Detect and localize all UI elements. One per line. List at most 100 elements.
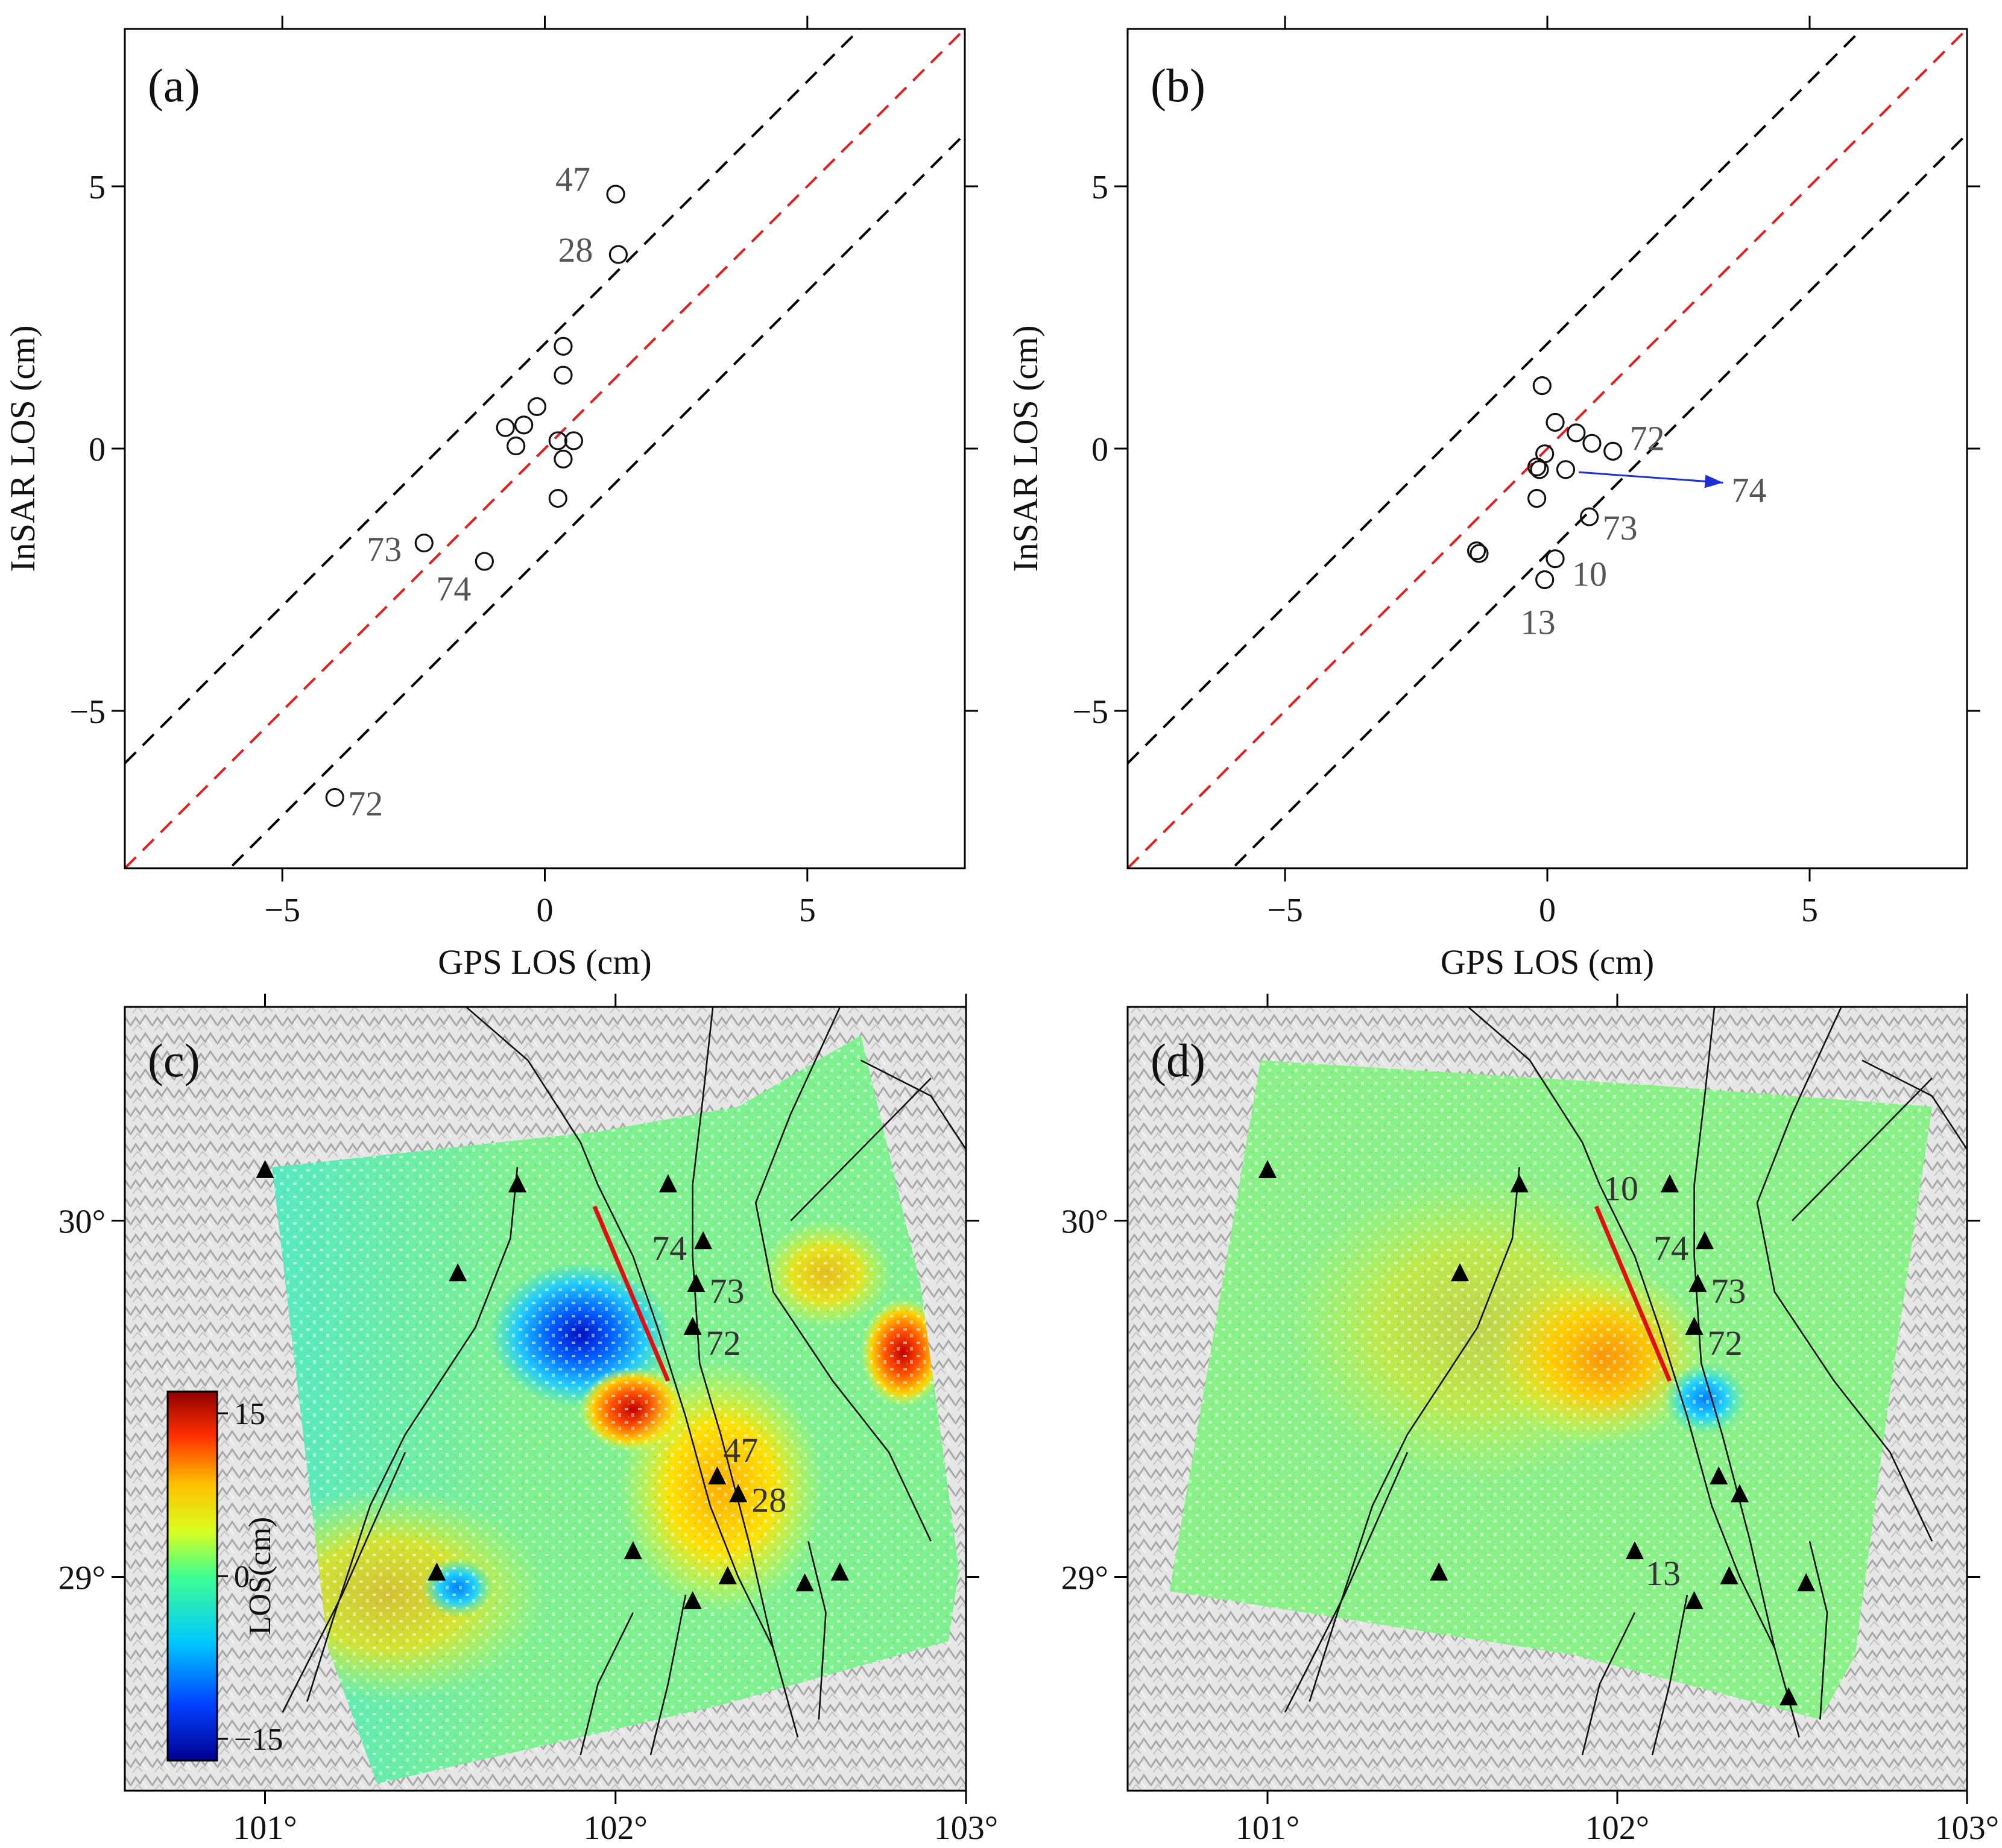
point-label: 73 xyxy=(367,530,402,569)
lon-tick-label: 101° xyxy=(233,1809,297,1847)
gps-station xyxy=(694,1231,713,1249)
y-tick-label: −5 xyxy=(69,693,106,731)
lon-tick-label: 103° xyxy=(1935,1809,1999,1847)
fault-trace xyxy=(1651,1594,1688,1756)
y-tick-label: 5 xyxy=(1091,169,1108,206)
fault-trace xyxy=(579,1612,634,1756)
fault-trace xyxy=(1309,1167,1520,1702)
gps-station xyxy=(683,1591,702,1609)
fault-trace xyxy=(649,1594,687,1756)
colorbar-title: LOS(cm) xyxy=(243,1517,277,1635)
rupture-trace xyxy=(1594,1205,1672,1382)
colorbar xyxy=(166,1390,218,1762)
point-label: 72 xyxy=(348,784,383,824)
bound-line xyxy=(228,133,965,868)
outlier-label: 74 xyxy=(1731,471,1766,510)
data-point xyxy=(514,415,534,435)
data-point xyxy=(507,437,526,456)
gps-station xyxy=(1451,1263,1469,1282)
point-label: 10 xyxy=(1572,555,1607,594)
data-point xyxy=(1527,489,1547,508)
data-point xyxy=(1467,541,1486,561)
fault-trace xyxy=(282,1452,406,1713)
x-tick-label: 0 xyxy=(537,892,554,929)
map-panel-d: 10 74 73 72 13 101° 102° 103° 29° 30° (d) xyxy=(1061,994,1999,1847)
data-point xyxy=(1546,549,1565,569)
data-point xyxy=(1580,507,1599,526)
gps-station xyxy=(1661,1174,1679,1193)
scatter-panel-b: −5 0 5 −5 0 5 GPS LOS (cm) InSAR LOS (cm) (b) 72 7… xyxy=(1006,16,1980,982)
data-point xyxy=(475,552,494,571)
data-point xyxy=(1535,444,1555,464)
gps-station xyxy=(1688,1273,1707,1292)
data-point xyxy=(1530,460,1549,479)
data-point xyxy=(527,397,547,417)
data-point xyxy=(548,431,567,450)
decorrelation-speckle xyxy=(1169,1060,1932,1720)
y-axis-title: InSAR LOS (cm) xyxy=(3,325,42,572)
gps-station xyxy=(1797,1573,1816,1592)
panel-label: (b) xyxy=(1151,59,1205,112)
map-content: 10 74 73 72 13 xyxy=(1128,1007,1967,1791)
gps-station xyxy=(830,1562,849,1581)
fault-trace xyxy=(1792,1077,1933,1222)
fault-trace xyxy=(860,1059,966,1150)
gps-station xyxy=(658,1174,677,1193)
data-point xyxy=(1470,544,1489,563)
fault-trace xyxy=(1808,1541,1828,1720)
lat-tick-label: 29° xyxy=(58,1559,106,1597)
fault-trace xyxy=(1861,1059,1967,1150)
data-point xyxy=(1567,423,1586,443)
colorbar-tick-label: 0 xyxy=(234,1560,250,1594)
station-label: 74 xyxy=(652,1229,687,1268)
outlier-arrowhead xyxy=(1704,475,1723,488)
fault-trace xyxy=(790,1077,932,1222)
gps-station xyxy=(1696,1231,1714,1249)
data-point xyxy=(554,449,573,469)
fault-trace xyxy=(597,1184,774,1649)
fault-trace xyxy=(306,1167,519,1702)
fault-trace xyxy=(692,1007,799,1738)
data-point xyxy=(1603,441,1623,461)
gps-station xyxy=(708,1466,727,1484)
station-label: 13 xyxy=(1646,1554,1681,1593)
bound-line xyxy=(125,29,862,765)
reference-lines xyxy=(125,29,965,868)
lat-tick-label: 30° xyxy=(58,1203,106,1241)
gps-station xyxy=(428,1562,446,1581)
data-point xyxy=(1556,460,1576,479)
gps-station xyxy=(687,1273,706,1292)
data-point xyxy=(606,184,625,204)
reference-lines xyxy=(1128,29,1967,868)
data-point xyxy=(564,431,583,450)
colorbar-tick-label: 15 xyxy=(234,1397,265,1431)
station-label: 73 xyxy=(1711,1272,1746,1311)
gps-station xyxy=(1779,1687,1798,1706)
outlier-arrow xyxy=(1579,471,1723,484)
data-point xyxy=(414,533,434,553)
gps-station xyxy=(624,1541,642,1560)
panel-label: (a) xyxy=(148,59,200,112)
x-tick-label: −5 xyxy=(1267,892,1303,929)
lat-tick-label: 29° xyxy=(1061,1559,1108,1597)
gps-station xyxy=(1510,1174,1529,1193)
gps-station xyxy=(683,1316,702,1335)
fault-trace xyxy=(1693,1007,1800,1738)
lon-tick-label: 101° xyxy=(1236,1809,1299,1847)
gps-station xyxy=(718,1566,737,1585)
y-tick-label: 0 xyxy=(1091,431,1108,468)
data-point xyxy=(548,489,567,508)
point-label: 28 xyxy=(558,230,593,270)
fault-trace xyxy=(1581,1612,1636,1756)
x-tick-label: 5 xyxy=(1801,892,1818,929)
x-tick-label: −5 xyxy=(264,892,300,929)
map-frame xyxy=(1126,1006,1968,1792)
gps-station xyxy=(1710,1466,1728,1484)
point-label: 72 xyxy=(1630,418,1665,458)
gps-station xyxy=(256,1159,274,1178)
fault-trace xyxy=(1467,1007,1601,1185)
station-label: 10 xyxy=(1603,1168,1638,1208)
gps-station xyxy=(1258,1159,1277,1178)
lat-tick-label: 30° xyxy=(1061,1203,1108,1241)
data-point xyxy=(496,418,515,437)
